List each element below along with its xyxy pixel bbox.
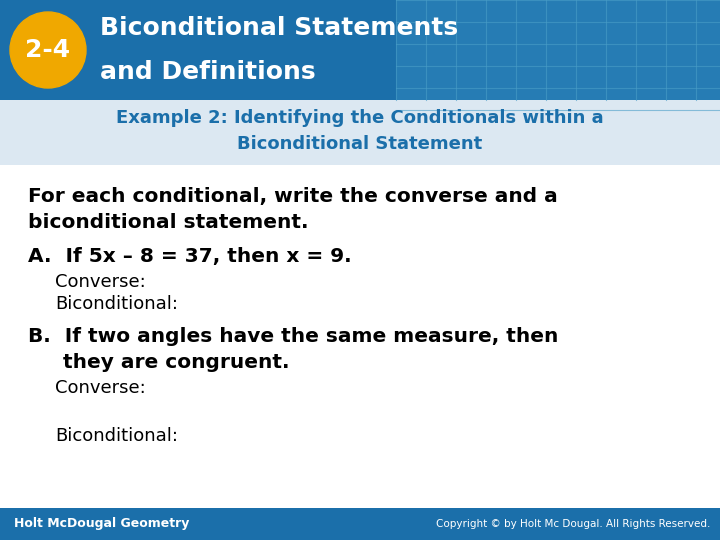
- Bar: [0, 508, 720, 540]
- Text: Biconditional:: Biconditional:: [55, 295, 178, 313]
- Text: and Definitions: and Definitions: [100, 60, 315, 84]
- Bar: [0, 0, 720, 100]
- Text: Biconditional Statements: Biconditional Statements: [100, 16, 458, 40]
- Text: biconditional statement.: biconditional statement.: [28, 213, 308, 232]
- Bar: [396, 0, 720, 100]
- Text: Copyright © by Holt Mc Dougal. All Rights Reserved.: Copyright © by Holt Mc Dougal. All Right…: [436, 519, 710, 529]
- Text: For each conditional, write the converse and a: For each conditional, write the converse…: [28, 187, 558, 206]
- Bar: [0, 165, 720, 508]
- Circle shape: [10, 12, 86, 88]
- Text: Converse:: Converse:: [55, 379, 145, 397]
- Text: Biconditional:: Biconditional:: [55, 427, 178, 445]
- Text: A.  If 5x – 8 = 37, then x = 9.: A. If 5x – 8 = 37, then x = 9.: [28, 247, 351, 266]
- Text: Biconditional Statement: Biconditional Statement: [238, 135, 482, 153]
- Text: they are congruent.: they are congruent.: [28, 353, 289, 372]
- Text: Holt McDougal Geometry: Holt McDougal Geometry: [14, 517, 189, 530]
- Text: B.  If two angles have the same measure, then: B. If two angles have the same measure, …: [28, 327, 559, 346]
- Text: Converse:: Converse:: [55, 273, 145, 291]
- Text: 2-4: 2-4: [25, 38, 71, 62]
- Text: Example 2: Identifying the Conditionals within a: Example 2: Identifying the Conditionals …: [116, 109, 604, 127]
- Bar: [0, 100, 720, 165]
